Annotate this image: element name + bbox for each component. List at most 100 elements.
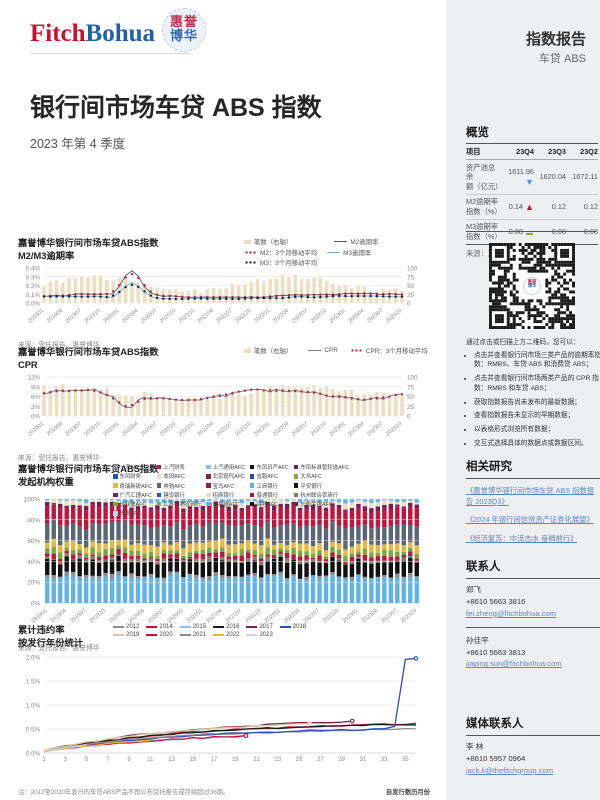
svg-text:202210: 202210 [322,608,340,625]
svg-text:0.0%: 0.0% [26,301,41,308]
svg-text:202310: 202310 [400,608,418,625]
svg-text:202204: 202204 [283,608,301,625]
svg-text:201901: 201901 [27,421,45,438]
svg-text:201910: 201910 [89,608,107,625]
svg-text:0.5%: 0.5% [26,726,41,733]
svg-text:20%: 20% [27,580,40,587]
svg-text:202001: 202001 [108,608,126,625]
svg-text:201907: 201907 [65,421,83,438]
svg-text:202001: 202001 [102,421,120,438]
svg-text:202310: 202310 [385,421,403,438]
svg-text:9%: 9% [31,384,41,391]
svg-text:202210: 202210 [310,421,328,438]
svg-text:201904: 201904 [50,608,68,625]
svg-text:11: 11 [147,757,154,763]
svg-text:23: 23 [274,757,281,763]
svg-text:202010: 202010 [167,608,185,625]
svg-text:0: 0 [407,414,411,421]
svg-text:202307: 202307 [366,308,384,325]
svg-text:202304: 202304 [347,308,365,325]
svg-text:40%: 40% [27,559,40,566]
svg-text:202201: 202201 [264,608,282,625]
svg-text:201907: 201907 [69,608,87,625]
svg-text:0.0%: 0.0% [26,750,41,757]
svg-text:7: 7 [106,757,110,763]
svg-text:80%: 80% [27,517,40,524]
svg-text:201901: 201901 [30,608,48,625]
svg-text:202007: 202007 [140,421,158,438]
svg-text:202004: 202004 [121,308,139,325]
svg-text:6%: 6% [31,394,41,401]
svg-text:0: 0 [407,301,411,308]
svg-text:50: 50 [407,394,415,401]
svg-text:202007: 202007 [140,308,158,325]
svg-text:0.1%: 0.1% [26,292,41,299]
svg-text:201904: 201904 [46,421,64,438]
svg-text:100: 100 [407,375,418,382]
svg-text:201910: 201910 [84,421,102,438]
svg-text:202010: 202010 [159,308,177,325]
svg-text:3: 3 [64,757,68,763]
svg-text:0%: 0% [31,601,41,608]
svg-text:0.4%: 0.4% [26,266,41,273]
svg-text:60%: 60% [27,538,40,545]
svg-text:202301: 202301 [329,421,347,438]
svg-text:12%: 12% [27,375,40,382]
svg-text:0.2%: 0.2% [26,283,41,290]
svg-text:202104: 202104 [205,608,223,625]
svg-text:29: 29 [338,757,345,763]
svg-text:2.0%: 2.0% [26,654,41,661]
svg-text:202107: 202107 [216,421,234,438]
svg-text:201910: 201910 [84,308,102,325]
svg-text:1.5%: 1.5% [26,678,41,685]
svg-text:25: 25 [296,757,303,763]
svg-text:201907: 201907 [65,308,83,325]
svg-text:0.3%: 0.3% [26,274,41,281]
svg-text:201904: 201904 [46,308,64,325]
svg-text:202207: 202207 [291,308,309,325]
svg-text:9: 9 [127,757,131,763]
svg-text:202310: 202310 [385,308,403,325]
svg-text:202304: 202304 [347,421,365,438]
svg-text:202007: 202007 [147,608,165,625]
svg-text:202301: 202301 [329,308,347,325]
svg-text:202107: 202107 [225,608,243,625]
svg-text:202207: 202207 [291,421,309,438]
svg-text:100%: 100% [24,497,41,504]
svg-text:202307: 202307 [366,421,384,438]
svg-text:202004: 202004 [121,421,139,438]
svg-text:25: 25 [407,404,415,411]
svg-text:75: 75 [407,384,415,391]
svg-text:202201: 202201 [253,308,271,325]
svg-text:50: 50 [407,283,415,290]
svg-text:202101: 202101 [186,608,204,625]
svg-text:202001: 202001 [102,308,120,325]
svg-text:202301: 202301 [342,608,360,625]
svg-text:19: 19 [232,757,239,763]
svg-text:201901: 201901 [27,308,45,325]
svg-text:202010: 202010 [159,421,177,438]
svg-text:202110: 202110 [245,608,263,624]
svg-text:31: 31 [360,757,367,763]
svg-text:75: 75 [407,274,415,281]
svg-text:13: 13 [168,757,175,763]
svg-text:202307: 202307 [380,608,398,625]
svg-text:1.0%: 1.0% [26,702,41,709]
svg-text:202210: 202210 [310,308,328,325]
svg-text:21: 21 [253,757,260,763]
svg-text:202110: 202110 [235,421,253,437]
svg-text:202110: 202110 [235,308,253,324]
svg-text:202201: 202201 [253,421,271,438]
svg-text:17: 17 [211,757,218,763]
svg-text:1: 1 [42,757,46,763]
svg-text:202101: 202101 [178,421,196,438]
svg-text:5: 5 [85,757,89,763]
svg-text:25: 25 [407,292,415,299]
svg-text:0%: 0% [31,414,41,421]
svg-text:3%: 3% [31,404,41,411]
svg-text:202104: 202104 [197,421,215,438]
svg-text:27: 27 [317,757,324,763]
svg-text:202004: 202004 [128,608,146,625]
svg-text:202104: 202104 [197,308,215,325]
svg-text:202107: 202107 [216,308,234,325]
